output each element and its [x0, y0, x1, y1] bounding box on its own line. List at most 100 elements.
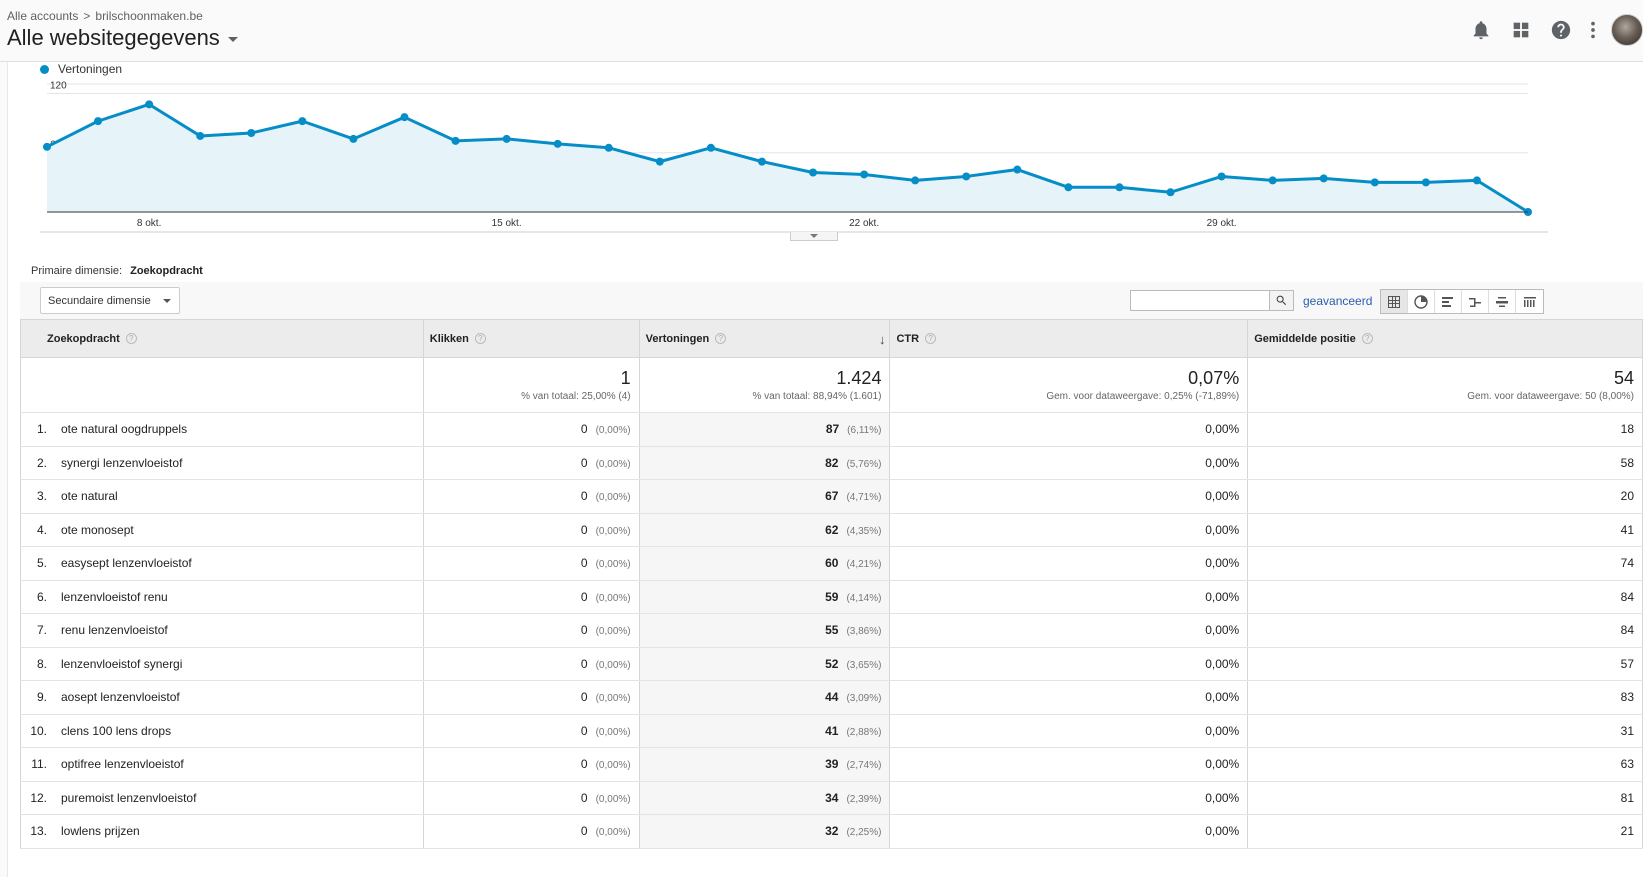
view-comparison-button[interactable] — [1462, 290, 1489, 313]
column-header-position[interactable]: Gemiddelde positie? — [1247, 319, 1643, 358]
data-point — [1268, 176, 1277, 185]
query-link[interactable]: lenzenvloeistof renu — [61, 589, 168, 604]
help-icon[interactable]: ? — [1361, 333, 1373, 345]
more-vert-icon[interactable] — [1581, 10, 1605, 50]
data-point — [451, 136, 460, 145]
clicks-cell: 0 (0,00%) — [422, 446, 640, 480]
view-table-button[interactable] — [1381, 290, 1408, 313]
impressions-value: 41 — [825, 723, 839, 738]
term-cloud-icon — [1496, 296, 1508, 307]
column-header-impressions[interactable]: Vertoningen? ↓ — [638, 319, 891, 358]
total-position-sub: Gem. voor dataweergave: 50 (8,00%) — [1467, 391, 1634, 402]
impressions-percent: (3,65%) — [846, 659, 882, 671]
clicks-cell: 0 (0,00%) — [422, 647, 640, 681]
query-link[interactable]: ote monosept — [61, 522, 134, 537]
total-impressions: 1.424 — [836, 368, 882, 388]
primary-dimension: Primaire dimensie: Zoekopdracht — [31, 265, 203, 277]
query-cell: 13. lowlens prijzen — [20, 814, 424, 849]
table-row: 11. optifree lenzenvloeistof 0 (0,00%) 39 (2,… — [20, 747, 1643, 782]
query-link[interactable]: ote natural — [61, 489, 118, 504]
clicks-cell: 0 (0,00%) — [422, 680, 640, 715]
impressions-value: 67 — [825, 489, 839, 504]
chevron-down-icon — [810, 234, 818, 238]
secondary-dimension-dropdown[interactable]: Secundaire dimensie — [40, 287, 180, 314]
clicks-cell: 0 (0,00%) — [422, 714, 640, 748]
avatar[interactable] — [1611, 14, 1643, 46]
data-point — [1217, 172, 1226, 181]
view-pivot-button[interactable] — [1516, 290, 1543, 313]
query-link[interactable]: puremoist lenzenvloeistof — [61, 790, 197, 805]
ctr-cell: 0,00% — [889, 479, 1249, 514]
impressions-percent: (4,35%) — [846, 525, 882, 537]
bell-icon[interactable] — [1461, 10, 1501, 50]
clicks-value: 0 — [580, 522, 588, 537]
ctr-value: 0,00% — [1205, 656, 1240, 671]
column-header-query[interactable]: Zoekopdracht? — [20, 319, 424, 358]
column-header-clicks[interactable]: Klikken? — [422, 319, 640, 358]
view-performance-button[interactable] — [1435, 290, 1462, 313]
impressions-value: 87 — [825, 422, 840, 437]
data-point — [1472, 176, 1481, 185]
search-button[interactable] — [1269, 290, 1294, 311]
table-search-input[interactable] — [1130, 290, 1270, 311]
ctr-value: 0,00% — [1205, 489, 1240, 504]
total-clicks-sub: % van totaal: 25,00% (4) — [521, 391, 631, 402]
query-link[interactable]: aosept lenzenvloeistof — [61, 690, 180, 705]
data-point — [349, 134, 358, 143]
column-header-label: Vertoningen — [645, 332, 710, 345]
query-link[interactable]: easysept lenzenvloeistof — [61, 556, 192, 571]
query-cell: 4. ote monosept — [20, 513, 424, 547]
help-icon[interactable]: ? — [125, 333, 137, 345]
ctr-value: 0,00% — [1205, 556, 1240, 571]
query-link[interactable]: ote natural oogdruppels — [61, 422, 188, 437]
query-link[interactable]: renu lenzenvloeistof — [61, 623, 168, 638]
impressions-value: 62 — [825, 522, 839, 537]
table-row: 8. lenzenvloeistof synergi 0 (0,00%) 52 (3,65… — [20, 647, 1643, 681]
total-ctr-sub: Gem. voor dataweergave: 0,25% (-71,89%) — [1046, 391, 1240, 402]
view-term-cloud-button[interactable] — [1489, 290, 1516, 313]
pie-chart-icon — [1414, 294, 1428, 309]
table-row: 10. clens 100 lens drops 0 (0,00%) 41 (2,88%)… — [20, 714, 1643, 748]
row-rank: 13. — [30, 824, 47, 839]
legend-dot-icon — [40, 64, 49, 74]
legend-label: Vertoningen — [58, 62, 123, 76]
ctr-cell: 0,00% — [889, 546, 1249, 581]
totals-impressions-cell: 1.424 % van totaal: 88,94% (1.601) — [638, 357, 891, 413]
query-link[interactable]: lenzenvloeistof synergi — [61, 656, 183, 671]
query-link[interactable]: lowlens prijzen — [61, 824, 140, 839]
query-link[interactable]: synergi lenzenvloeistof — [61, 455, 183, 470]
view-selector[interactable]: Alle websitegegevens — [7, 25, 238, 51]
help-icon[interactable]: ? — [474, 333, 486, 345]
query-link[interactable]: optifree lenzenvloeistof — [61, 757, 184, 772]
query-link[interactable]: clens 100 lens drops — [61, 723, 172, 738]
impressions-value: 59 — [825, 589, 839, 604]
data-point — [553, 139, 562, 148]
position-value: 83 — [1620, 690, 1634, 705]
clicks-cell: 0 (0,00%) — [422, 479, 640, 514]
ctr-cell: 0,00% — [889, 580, 1249, 614]
data-point — [604, 143, 613, 152]
advanced-filter-link[interactable]: geavanceerd — [1303, 294, 1373, 308]
data-point — [860, 170, 869, 179]
row-rank: 11. — [31, 757, 47, 772]
impressions-value: 44 — [825, 690, 839, 705]
bar-chart-icon — [1442, 296, 1453, 307]
totals-clicks-cell: 1 % van totaal: 25,00% (4) — [422, 357, 640, 413]
total-impressions-sub: % van totaal: 88,94% (1.601) — [752, 391, 882, 402]
ctr-cell: 0,00% — [889, 747, 1249, 782]
help-icon[interactable]: ? — [715, 333, 727, 345]
data-point — [1319, 174, 1328, 183]
breadcrumb-accounts[interactable]: Alle accounts — [7, 9, 79, 23]
primary-dimension-value[interactable]: Zoekopdracht — [130, 265, 203, 277]
position-cell: 18 — [1247, 412, 1643, 447]
impressions-value: 55 — [825, 623, 839, 638]
chart-collapse-toggle[interactable] — [790, 232, 838, 241]
clicks-value: 0 — [580, 422, 588, 437]
apps-grid-icon[interactable] — [1501, 10, 1541, 50]
column-header-ctr[interactable]: CTR? — [889, 319, 1249, 358]
position-value: 81 — [1620, 790, 1634, 805]
view-pie-button[interactable] — [1408, 290, 1435, 313]
help-icon[interactable]: ? — [925, 333, 937, 345]
help-icon[interactable] — [1541, 10, 1581, 50]
breadcrumb-property[interactable]: brilschoonmaken.be — [95, 9, 203, 23]
